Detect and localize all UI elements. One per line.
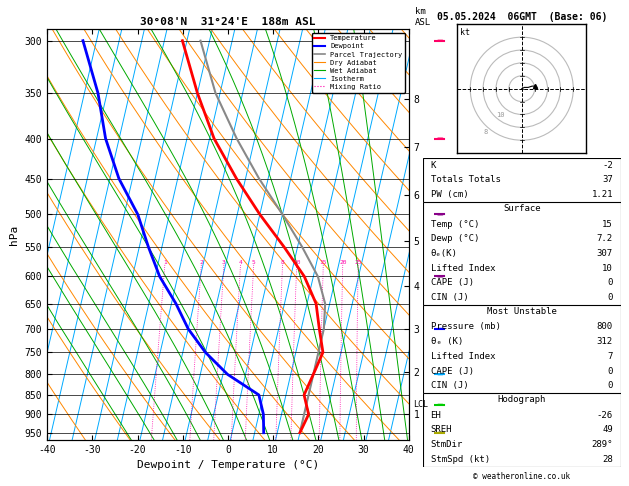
Text: 10: 10 (496, 112, 504, 118)
Text: kt: kt (460, 28, 470, 37)
Text: 05.05.2024  06GMT  (Base: 06): 05.05.2024 06GMT (Base: 06) (437, 12, 607, 22)
Text: -26: -26 (597, 411, 613, 419)
Text: Dewp (°C): Dewp (°C) (431, 234, 479, 243)
Text: 7: 7 (608, 352, 613, 361)
Text: CAPE (J): CAPE (J) (431, 278, 474, 287)
Text: 5: 5 (252, 260, 255, 265)
Text: θₑ (K): θₑ (K) (431, 337, 463, 346)
Text: 8: 8 (483, 129, 487, 135)
Text: CIN (J): CIN (J) (431, 293, 468, 302)
Text: Pressure (mb): Pressure (mb) (431, 322, 501, 331)
Text: 1: 1 (163, 260, 167, 265)
Text: 10: 10 (602, 264, 613, 273)
Y-axis label: hPa: hPa (9, 225, 19, 244)
Text: Lifted Index: Lifted Index (431, 352, 495, 361)
Text: Surface: Surface (503, 204, 540, 213)
Text: 1.21: 1.21 (591, 190, 613, 199)
Text: km
ASL: km ASL (415, 7, 431, 27)
Text: Most Unstable: Most Unstable (487, 307, 557, 316)
Text: 3: 3 (222, 260, 226, 265)
Text: 800: 800 (597, 322, 613, 331)
Text: 49: 49 (602, 425, 613, 434)
Text: 7.2: 7.2 (597, 234, 613, 243)
Text: θₑ(K): θₑ(K) (431, 249, 457, 258)
Legend: Temperature, Dewpoint, Parcel Trajectory, Dry Adiabat, Wet Adiabat, Isotherm, Mi: Temperature, Dewpoint, Parcel Trajectory… (311, 33, 405, 93)
Text: CIN (J): CIN (J) (431, 381, 468, 390)
Text: 0: 0 (608, 366, 613, 376)
Text: 0: 0 (608, 278, 613, 287)
Text: CAPE (J): CAPE (J) (431, 366, 474, 376)
Text: 289°: 289° (591, 440, 613, 449)
Text: 0: 0 (608, 293, 613, 302)
Text: 28: 28 (602, 455, 613, 464)
Text: 8: 8 (281, 260, 284, 265)
Text: -2: -2 (602, 161, 613, 170)
Text: 10: 10 (293, 260, 301, 265)
Text: Lifted Index: Lifted Index (431, 264, 495, 273)
Text: 15: 15 (602, 220, 613, 228)
Text: Temp (°C): Temp (°C) (431, 220, 479, 228)
Text: 307: 307 (597, 249, 613, 258)
Text: 25: 25 (354, 260, 362, 265)
Text: 20: 20 (339, 260, 347, 265)
Text: © weatheronline.co.uk: © weatheronline.co.uk (473, 472, 571, 481)
Text: Totals Totals: Totals Totals (431, 175, 501, 185)
Text: StmDir: StmDir (431, 440, 463, 449)
Text: 37: 37 (602, 175, 613, 185)
Text: 312: 312 (597, 337, 613, 346)
Text: EH: EH (431, 411, 442, 419)
Text: K: K (431, 161, 436, 170)
X-axis label: Dewpoint / Temperature (°C): Dewpoint / Temperature (°C) (137, 460, 319, 470)
Text: SREH: SREH (431, 425, 452, 434)
Text: 15: 15 (320, 260, 327, 265)
Text: LCL: LCL (413, 400, 428, 409)
Text: 4: 4 (238, 260, 242, 265)
Text: 0: 0 (608, 381, 613, 390)
Text: 2: 2 (199, 260, 203, 265)
Text: Hodograph: Hodograph (498, 395, 546, 404)
Text: PW (cm): PW (cm) (431, 190, 468, 199)
Title: 30°08'N  31°24'E  188m ASL: 30°08'N 31°24'E 188m ASL (140, 17, 316, 27)
Text: StmSpd (kt): StmSpd (kt) (431, 455, 490, 464)
